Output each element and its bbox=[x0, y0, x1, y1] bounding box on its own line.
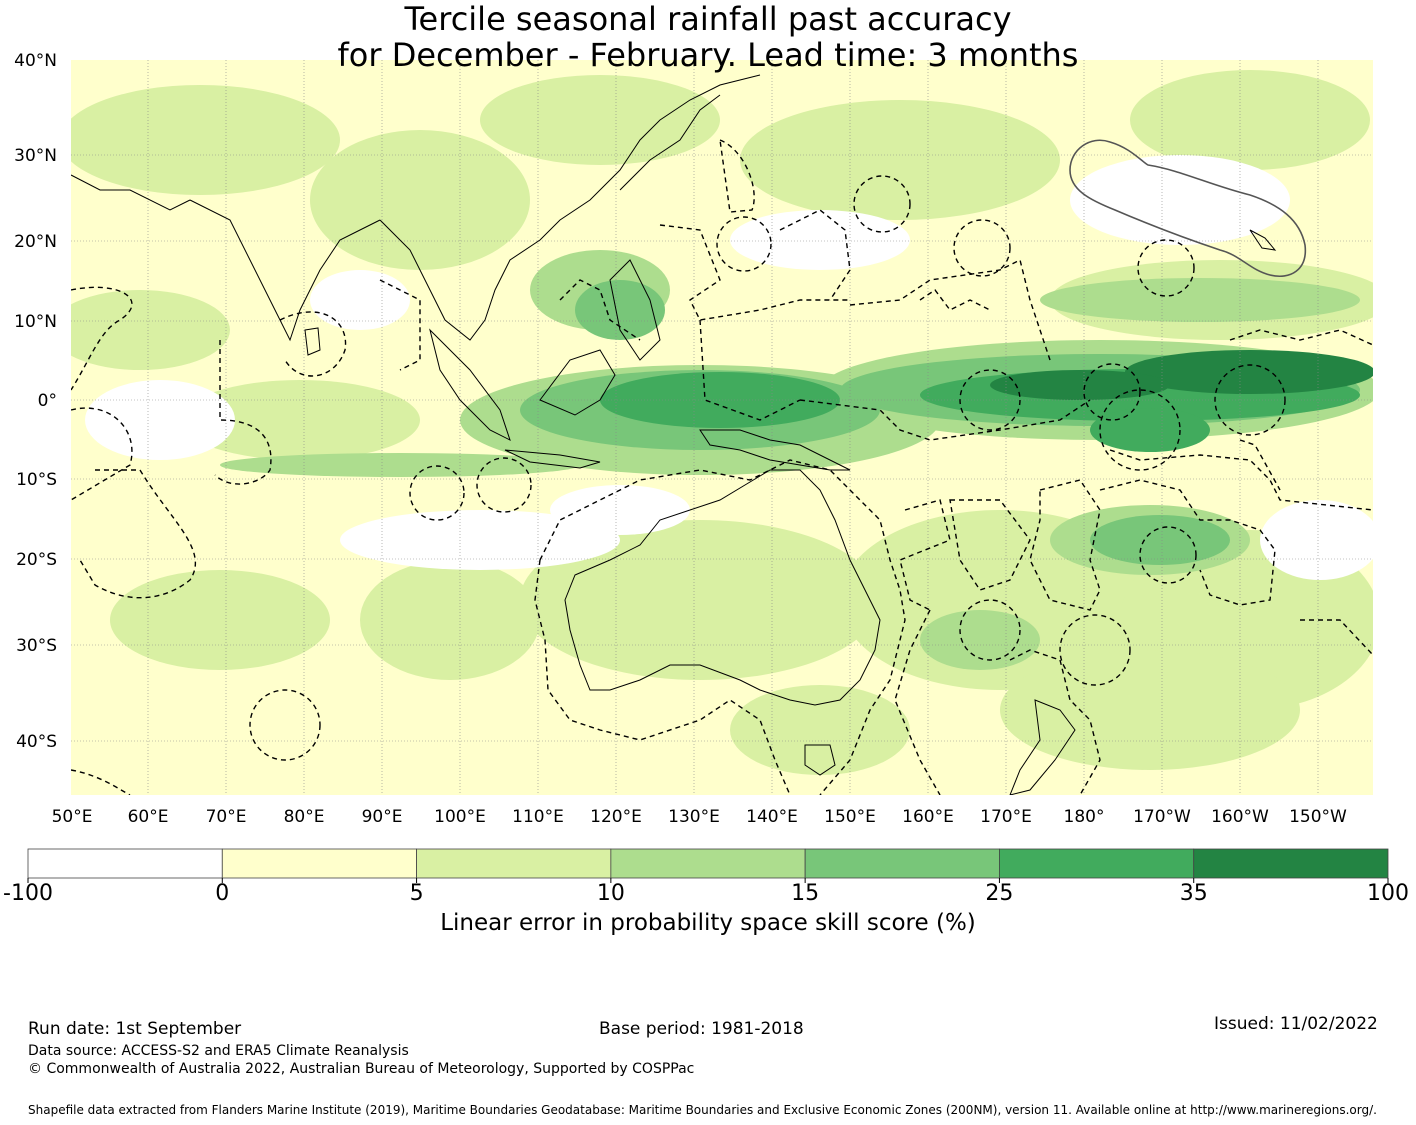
issued-date: Issued: 11/02/2022 bbox=[1214, 1014, 1378, 1034]
se-asia-coast bbox=[379, 74, 761, 341]
map-title-line1: Tercile seasonal rainfall past accuracy bbox=[404, 0, 1012, 38]
skill-map bbox=[71, 60, 1373, 795]
colorbar-tick-label: -100 bbox=[3, 881, 53, 906]
new-zealand-coast bbox=[1009, 699, 1076, 795]
lat-label: 20°N bbox=[14, 232, 57, 252]
colorbar-segment bbox=[610, 848, 806, 879]
map-title-line2: for December - February. Lead time: 3 mo… bbox=[337, 36, 1079, 74]
colorbar-segment bbox=[1193, 848, 1389, 879]
base-period: Base period: 1981-2018 bbox=[599, 1019, 804, 1039]
arabia-coast bbox=[71, 174, 191, 211]
japan-coast bbox=[619, 94, 721, 191]
lon-label: 160°E bbox=[902, 807, 954, 827]
copyright: © Commonwealth of Australia 2022, Austra… bbox=[28, 1061, 695, 1077]
lon-label: 110°E bbox=[512, 807, 564, 827]
lon-label: 150°W bbox=[1289, 807, 1347, 827]
colorbar-tick-label: 100 bbox=[1367, 881, 1409, 906]
lon-label: 180° bbox=[1064, 807, 1105, 827]
hawaii-coast bbox=[1249, 229, 1277, 251]
lat-label: 30°N bbox=[14, 146, 57, 166]
colorbar-tick-label: 0 bbox=[215, 881, 229, 906]
colorbar-segment bbox=[221, 848, 417, 879]
shapefile-credit: Shapefile data extracted from Flanders M… bbox=[28, 1103, 1377, 1117]
lon-label: 80°E bbox=[284, 807, 325, 827]
tasmania-coast bbox=[804, 744, 836, 776]
lon-label: 150°E bbox=[824, 807, 876, 827]
longitude-labels: 50°E 60°E 70°E 80°E 90°E 100°E 110°E 120… bbox=[52, 807, 1348, 827]
lon-label: 50°E bbox=[52, 807, 93, 827]
lon-label: 130°E bbox=[668, 807, 720, 827]
lat-label: 30°S bbox=[16, 636, 57, 656]
new-guinea-coast bbox=[699, 429, 851, 471]
lat-label: 40°N bbox=[14, 51, 57, 71]
lon-label: 140°E bbox=[746, 807, 798, 827]
srilanka-coast bbox=[304, 327, 321, 356]
colorbar-segment bbox=[27, 848, 223, 879]
lon-label: 170°E bbox=[980, 807, 1032, 827]
lat-label: 0° bbox=[38, 391, 57, 411]
latitude-labels: 40°N 30°N 20°N 10°N 0° 10°S 20°S 30°S 40… bbox=[14, 51, 57, 752]
lat-label: 20°S bbox=[16, 550, 57, 570]
data-source: Data source: ACCESS-S2 and ERA5 Climate … bbox=[28, 1043, 409, 1059]
eez-boundaries bbox=[71, 138, 1373, 795]
australia-coast bbox=[564, 469, 881, 706]
philippines-coast bbox=[609, 259, 661, 361]
lat-label: 10°N bbox=[14, 312, 57, 332]
colorbar-tick-label: 35 bbox=[1180, 881, 1208, 906]
lat-label: 40°S bbox=[16, 732, 57, 752]
colorbar-tick-label: 15 bbox=[791, 881, 819, 906]
lon-label: 60°E bbox=[128, 807, 169, 827]
india-coast bbox=[189, 199, 381, 342]
lon-label: 100°E bbox=[434, 807, 486, 827]
colorbar-segment bbox=[804, 848, 1000, 879]
colorbar-segment bbox=[999, 848, 1195, 879]
coastlines bbox=[71, 74, 1277, 795]
colorbar-tick-label: 25 bbox=[985, 881, 1013, 906]
colorbar-tick-label: 5 bbox=[410, 881, 424, 906]
colorbar-tick-label: 10 bbox=[597, 881, 625, 906]
borneo-coast bbox=[539, 349, 616, 416]
lat-label: 10°S bbox=[16, 470, 57, 490]
lon-label: 120°E bbox=[590, 807, 642, 827]
hawaii-eez-boundary bbox=[1069, 139, 1307, 277]
run-date: Run date: 1st September bbox=[28, 1019, 242, 1039]
lon-label: 160°W bbox=[1211, 807, 1269, 827]
java-coast bbox=[504, 449, 601, 469]
colorbar: -100 0 5 10 15 25 35 100 bbox=[3, 848, 1409, 906]
colorbar-label: Linear error in probability space skill … bbox=[440, 910, 976, 936]
sumatra-coast bbox=[429, 328, 511, 441]
lon-label: 90°E bbox=[362, 807, 403, 827]
colorbar-segment bbox=[416, 848, 612, 879]
lon-label: 170°W bbox=[1133, 807, 1191, 827]
lon-label: 70°E bbox=[206, 807, 247, 827]
